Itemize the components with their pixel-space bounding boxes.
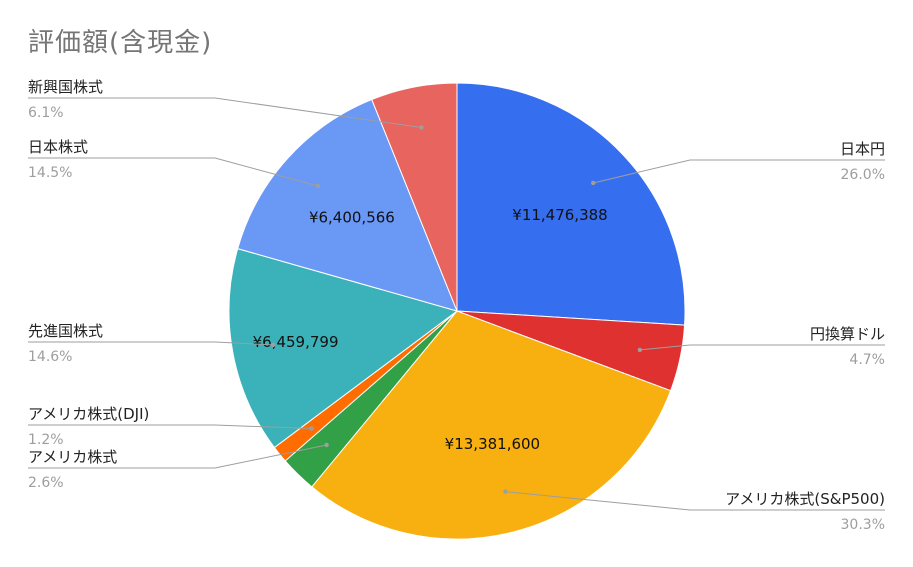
slice-category-label: 日本株式 [28,138,88,156]
slice-category-label: アメリカ株式 [28,448,117,466]
pie-labels: ¥11,476,388 日本円 26.0% 円換算ドル 4.7% ¥13,381,600 ア… [28,78,885,533]
leader-line [28,157,319,187]
slice-percent-label: 6.1% [28,105,64,121]
slice-value-label: ¥6,400,566 [309,208,395,226]
pie-slice [237,98,458,312]
slice-percent-label: 26.0% [841,167,885,183]
pie-slice [228,248,459,449]
slice-value-label: ¥11,476,388 [512,206,607,224]
leader-line [639,344,885,351]
slice-category-label: 円換算ドル [810,325,885,343]
slice-category-label: 日本円 [840,140,885,158]
leader-line [28,97,422,128]
slice-category-label: 先進国株式 [28,322,103,340]
slice-percent-label: 4.7% [849,352,885,368]
leader-line [505,491,885,511]
slice-percent-label: 14.6% [28,349,72,365]
slice-category-label: 新興国株式 [28,78,103,96]
slice-percent-label: 2.6% [28,475,64,491]
slice-percent-label: 30.3% [841,517,885,533]
slice-percent-label: 14.5% [28,165,72,181]
leader-line [28,424,312,430]
pie-slices [228,82,686,540]
slice-category-label: アメリカ株式(S&P500) [725,490,885,508]
pie-slice [311,310,672,540]
leader-line [593,159,885,184]
slice-value-label: ¥6,459,799 [253,333,339,351]
slice-percent-label: 1.2% [28,432,64,448]
pie-slice [456,82,686,326]
slice-value-label: ¥13,381,600 [445,435,540,453]
pie-slice [371,82,458,312]
leader-line [28,341,274,346]
chart-title: 評価額(含現金) [28,28,213,58]
slice-category-label: アメリカ株式(DJI) [28,405,149,423]
leader-line [28,444,327,469]
